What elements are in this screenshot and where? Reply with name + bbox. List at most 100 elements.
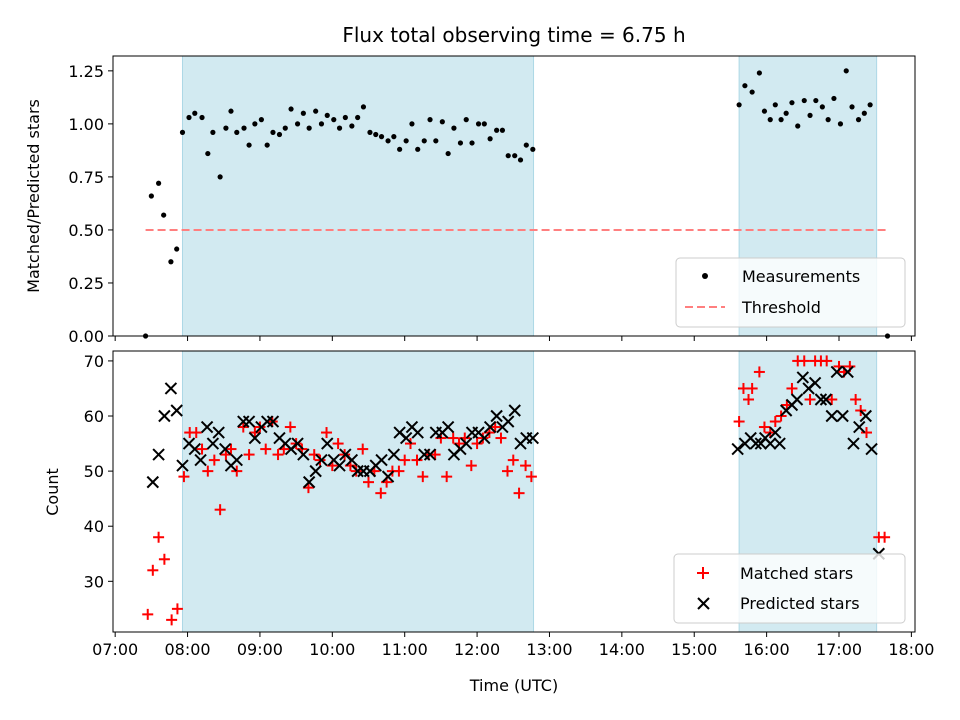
measurement-point: [324, 112, 330, 118]
matched-star-point: [332, 438, 344, 450]
measurement-point: [385, 138, 391, 144]
measurement-point: [360, 104, 367, 110]
x-tick-label: 11:00: [382, 640, 428, 659]
measurement-point: [523, 142, 529, 148]
measurement-point: [439, 119, 445, 125]
legend-measurements-label: Measurements: [742, 267, 860, 286]
matched-star-point: [214, 504, 226, 516]
measurement-point: [174, 246, 180, 252]
x-tick-label: 08:00: [164, 640, 210, 659]
y-tick-label: 70: [84, 352, 104, 371]
matched-star-point: [733, 416, 745, 428]
predicted-star-point: [260, 415, 274, 428]
measurement-point: [276, 131, 283, 138]
matched-star-point: [399, 454, 411, 466]
measurement-point: [148, 193, 154, 199]
measurement-point: [795, 123, 801, 129]
matched-star-point: [272, 449, 284, 461]
x-tick-label: 16:00: [744, 640, 790, 659]
x-tick-label: 18:00: [888, 640, 934, 659]
x-tick-label: 14:00: [599, 640, 645, 659]
x-axis-label: Time (UTC): [469, 676, 558, 695]
measurement-point: [234, 129, 240, 135]
measurement-point: [761, 108, 768, 114]
measurement-point: [499, 127, 506, 133]
bottom-legend-box: [673, 553, 906, 624]
x-tick-label: 09:00: [237, 640, 283, 659]
predicted-star-point: [302, 475, 316, 489]
measurement-point: [282, 125, 288, 131]
matched-star-point: [520, 460, 532, 472]
predicted-star-point: [206, 437, 220, 450]
matched-star-point: [821, 355, 833, 367]
predicted-star-point: [865, 442, 878, 456]
matched-star-point: [158, 553, 170, 565]
predicted-star-point: [315, 453, 328, 467]
matched-star-point: [417, 471, 429, 483]
measurement-point: [494, 127, 500, 133]
measurement-point: [205, 150, 211, 157]
measurement-point: [373, 131, 379, 138]
measurement-point: [258, 117, 264, 123]
matched-star-point: [196, 443, 208, 455]
matched-star-point: [465, 460, 477, 472]
predicted-star-point: [399, 431, 413, 445]
matched-star-point: [350, 465, 362, 477]
matched-star-point: [147, 564, 159, 576]
measurement-point: [855, 117, 862, 123]
measurement-point: [475, 121, 482, 127]
matched-star-point: [190, 427, 202, 439]
measurement-point: [252, 121, 258, 127]
measurement-point: [409, 121, 415, 127]
measurement-point: [861, 110, 867, 116]
predicted-star-point: [841, 365, 854, 379]
predicted-star-point: [836, 409, 849, 423]
measurement-point: [161, 212, 167, 218]
measurement-point: [481, 121, 487, 127]
measurement-point: [801, 97, 807, 104]
observing-window-0: [181, 55, 535, 337]
predicted-star-point: [819, 393, 833, 406]
measurement-point: [451, 125, 457, 131]
measurement-point: [813, 97, 819, 104]
predicted-star-point: [248, 431, 262, 445]
y-tick-label: 0.75: [68, 168, 104, 187]
matched-star-point: [501, 465, 513, 477]
measurement-point: [849, 104, 855, 110]
measurement-point: [819, 104, 825, 110]
predicted-star-point: [200, 420, 214, 434]
matched-star-point: [375, 487, 387, 499]
measurement-point: [306, 125, 312, 131]
measurement-point: [288, 106, 294, 112]
measurement-point: [421, 138, 427, 144]
predicted-star-point: [764, 437, 777, 450]
bottom-axes-frame: [112, 350, 916, 633]
predicted-star-point: [796, 371, 810, 384]
predicted-star-point: [164, 382, 178, 395]
predicted-star-point: [237, 415, 250, 428]
measurement-point: [505, 153, 511, 159]
measurement-point: [199, 114, 205, 121]
measurement-point: [336, 125, 343, 131]
predicted-star-point: [351, 464, 364, 478]
predicted-star-point: [830, 365, 844, 379]
measurement-point: [427, 117, 433, 123]
legend-matched-marker: [697, 567, 709, 579]
matched-star-point: [411, 454, 423, 466]
predicted-star-point: [375, 453, 388, 467]
measurement-point: [156, 180, 162, 186]
measurement-point: [783, 110, 789, 116]
measurement-point: [415, 146, 421, 152]
predicted-star-point: [814, 393, 828, 406]
legend-predicted-marker: [697, 597, 710, 610]
predicted-star-point: [387, 448, 401, 461]
x-tick-label: 13:00: [526, 640, 572, 659]
predicted-star-point: [188, 442, 201, 456]
measurement-point: [831, 95, 837, 102]
matched-star-point: [231, 465, 243, 477]
panel-ratio: 0.00 0.25 0.50 0.75 1.00 1.25 Flux total obse…: [24, 23, 916, 346]
top-y-axis-label: Matched/Predicted stars: [24, 99, 43, 293]
measurement-point: [246, 142, 252, 148]
matched-star-point: [208, 454, 220, 466]
x-tick-label: 15:00: [671, 640, 717, 659]
